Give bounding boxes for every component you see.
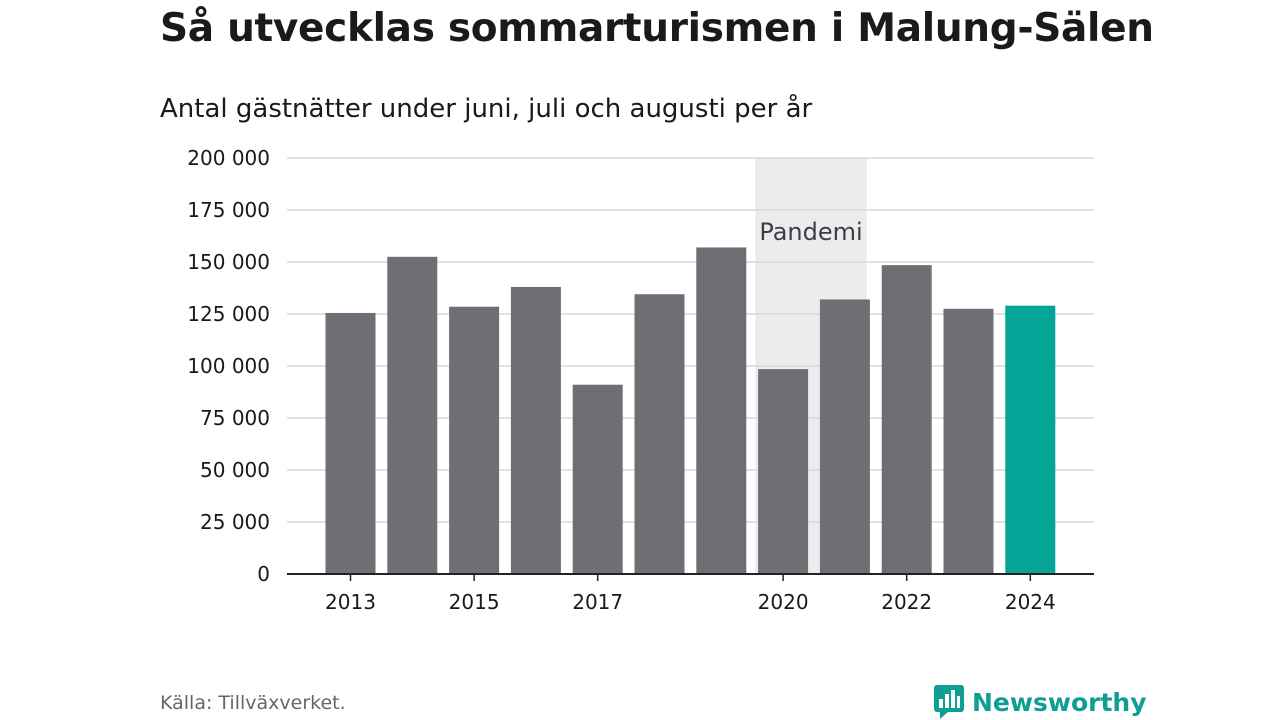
bar-2019 (696, 247, 747, 574)
bar-2021 (819, 299, 870, 574)
bar-2023 (943, 308, 994, 574)
y-tick-label: 125 000 (187, 302, 270, 326)
y-tick-label: 75 000 (200, 406, 270, 430)
chart-subtitle: Antal gästnätter under juni, juli och au… (160, 94, 813, 124)
x-tick-label: 2017 (572, 590, 623, 614)
x-tick-label: 2024 (1005, 590, 1056, 614)
y-tick-label: 175 000 (187, 198, 270, 222)
newsworthy-logo-icon (934, 685, 964, 719)
y-tick-label: 150 000 (187, 250, 270, 274)
y-tick-label: 0 (257, 562, 270, 586)
source-note: Källa: Tillväxverket. (160, 692, 346, 714)
brand-name: Newsworthy (972, 687, 1147, 717)
bar-2017 (572, 384, 623, 574)
bar-2020 (758, 369, 809, 574)
annotation-label-0: Pandemi (759, 218, 862, 246)
y-tick-label: 100 000 (187, 354, 270, 378)
bar-2022 (881, 265, 932, 574)
bar-2015 (449, 306, 500, 574)
chart-title: Så utvecklas sommarturismen i Malung-Säl… (160, 6, 1154, 51)
bar-2014 (387, 256, 438, 574)
x-tick-label: 2022 (881, 590, 932, 614)
bar-2013 (325, 312, 376, 574)
y-tick-label: 50 000 (200, 458, 270, 482)
y-tick-label: 200 000 (187, 146, 270, 170)
bar-2016 (510, 286, 561, 574)
y-tick-label: 25 000 (200, 510, 270, 534)
bar-2024 (1005, 305, 1056, 574)
bar-2018 (634, 294, 685, 574)
x-tick-label: 2013 (325, 590, 376, 614)
x-tick-label: 2015 (449, 590, 500, 614)
brand-link[interactable]: Newsworthy (934, 684, 1147, 720)
x-tick-label: 2020 (758, 590, 809, 614)
